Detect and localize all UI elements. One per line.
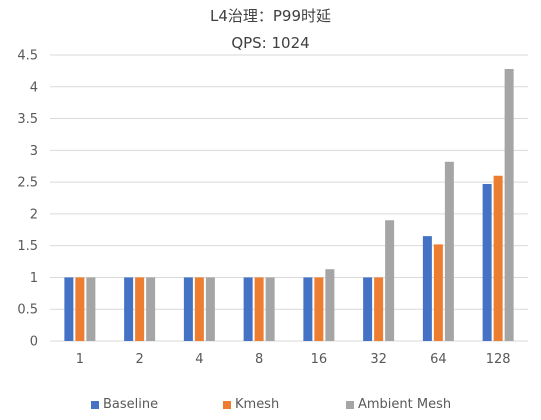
bar-kmesh-1 bbox=[75, 277, 85, 341]
x-tick-label: 8 bbox=[255, 352, 263, 367]
bar-ambient-mesh-64 bbox=[444, 161, 454, 341]
x-tick-label: 1 bbox=[76, 352, 84, 367]
bar-kmesh-8 bbox=[254, 277, 264, 341]
bar-kmesh-32 bbox=[374, 277, 384, 341]
legend-item-baseline: Baseline bbox=[91, 397, 158, 412]
bar-kmesh-2 bbox=[135, 277, 145, 341]
y-tick-label: 1 bbox=[30, 271, 38, 286]
bar-baseline-2 bbox=[124, 277, 134, 341]
bar-baseline-16 bbox=[303, 277, 313, 341]
y-tick-label: 4.5 bbox=[17, 49, 38, 64]
x-tick-label: 4 bbox=[195, 352, 203, 367]
y-tick-label: 0 bbox=[30, 335, 38, 350]
x-tick-label: 2 bbox=[135, 352, 143, 367]
legend-swatch-baseline bbox=[91, 400, 99, 409]
legend-swatch-kmesh bbox=[223, 400, 231, 409]
bar-kmesh-64 bbox=[433, 244, 443, 341]
bar-ambient-mesh-2 bbox=[146, 277, 156, 341]
y-tick-label: 3 bbox=[30, 144, 38, 159]
bar-baseline-64 bbox=[422, 236, 432, 341]
x-tick-label: 32 bbox=[370, 352, 387, 367]
bar-baseline-1 bbox=[64, 277, 74, 341]
y-tick-label: 1.5 bbox=[17, 239, 38, 254]
chart-subtitle: QPS: 1024 bbox=[231, 34, 310, 52]
legend-item-ambient-mesh: Ambient Mesh bbox=[346, 397, 451, 412]
legend: Baseline Kmesh Ambient Mesh bbox=[0, 397, 541, 417]
x-tick-label: 128 bbox=[486, 352, 511, 367]
legend-label-kmesh: Kmesh bbox=[235, 397, 280, 412]
x-tick-label: 64 bbox=[430, 352, 447, 367]
legend-label-ambient-mesh: Ambient Mesh bbox=[358, 397, 452, 412]
bar-baseline-4 bbox=[183, 277, 193, 341]
y-tick-label: 0.5 bbox=[17, 303, 38, 318]
legend-label-baseline: Baseline bbox=[103, 397, 159, 412]
bar-ambient-mesh-8 bbox=[265, 277, 275, 341]
legend-swatch-ambient-mesh bbox=[346, 400, 354, 409]
x-tick-label: 16 bbox=[311, 352, 328, 367]
bar-ambient-mesh-1 bbox=[86, 277, 96, 341]
bar-kmesh-16 bbox=[314, 277, 324, 341]
y-tick-label: 4 bbox=[30, 80, 38, 95]
y-tick-label: 2 bbox=[30, 207, 38, 222]
bar-baseline-8 bbox=[243, 277, 253, 341]
bar-baseline-32 bbox=[363, 277, 373, 341]
y-tick-label: 3.5 bbox=[17, 112, 38, 127]
bar-ambient-mesh-16 bbox=[325, 269, 335, 341]
y-tick-label: 2.5 bbox=[17, 176, 38, 191]
legend-item-kmesh: Kmesh bbox=[223, 397, 279, 412]
bar-ambient-mesh-32 bbox=[385, 220, 395, 341]
bar-kmesh-128 bbox=[493, 175, 503, 341]
bar-kmesh-4 bbox=[194, 277, 204, 341]
chart-title: L4治理：P99时延 bbox=[209, 7, 332, 25]
bar-ambient-mesh-4 bbox=[205, 277, 215, 341]
bar-baseline-128 bbox=[482, 184, 492, 341]
bar-ambient-mesh-128 bbox=[504, 68, 514, 341]
